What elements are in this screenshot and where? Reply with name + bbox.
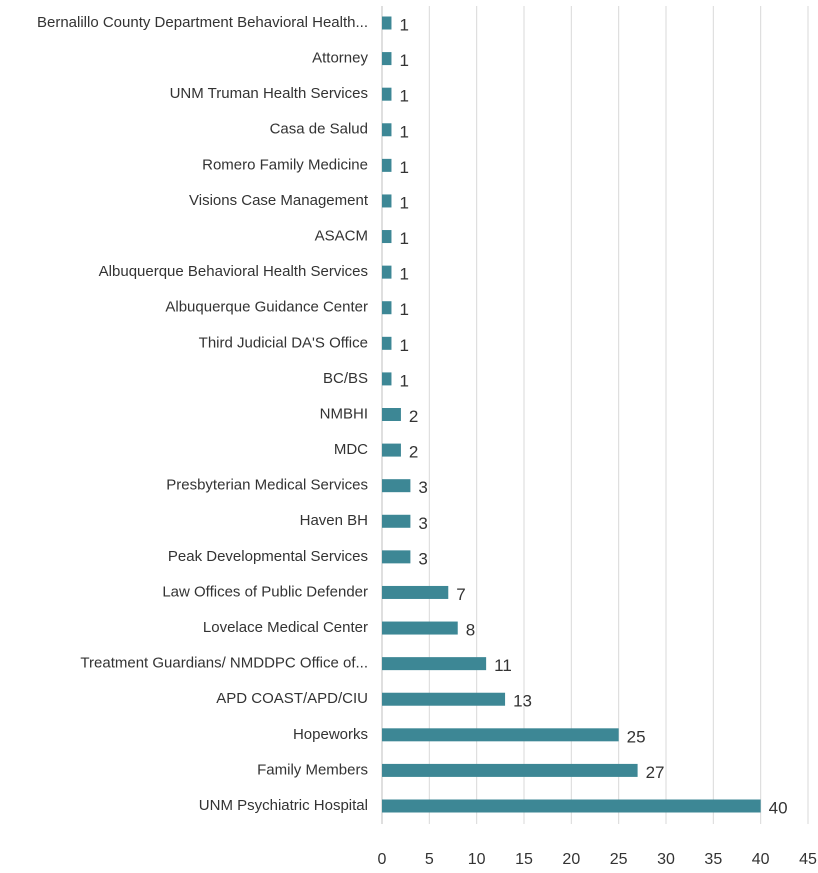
data-label: 1 — [399, 193, 408, 212]
bar — [382, 657, 487, 671]
bar — [382, 763, 638, 777]
bar — [382, 692, 506, 706]
bar — [382, 301, 392, 315]
data-label: 1 — [399, 15, 408, 34]
bar — [382, 550, 411, 564]
data-label: 3 — [418, 514, 427, 533]
y-tick-label: UNM Truman Health Services — [170, 85, 368, 102]
y-tick-label: NMBHI — [320, 405, 368, 422]
data-label: 2 — [409, 443, 418, 462]
data-label: 1 — [399, 300, 408, 319]
x-tick-label: 25 — [610, 851, 628, 868]
y-tick-label: MDC — [334, 441, 368, 458]
data-label: 40 — [769, 798, 788, 817]
x-tick-label: 20 — [562, 851, 580, 868]
bar — [382, 158, 392, 172]
y-tick-label: APD COAST/APD/CIU — [216, 690, 368, 707]
data-label: 8 — [466, 621, 475, 640]
y-tick-label: Bernalillo County Department Behavioral … — [37, 14, 368, 31]
x-tick-label: 45 — [799, 851, 817, 868]
bar — [382, 443, 401, 457]
y-tick-label: Casa de Salud — [270, 121, 368, 138]
data-label: 3 — [418, 549, 427, 568]
y-tick-label: ASACM — [315, 228, 368, 245]
y-tick-label: Peak Developmental Services — [168, 548, 368, 565]
data-label: 1 — [399, 265, 408, 284]
data-label: 1 — [399, 229, 408, 248]
bar — [382, 16, 392, 30]
bar — [382, 408, 401, 421]
bar — [382, 799, 761, 813]
data-label: 13 — [513, 692, 532, 711]
data-label: 1 — [399, 87, 408, 106]
data-label: 11 — [494, 656, 512, 675]
data-label: 1 — [399, 51, 408, 70]
y-tick-label: Presbyterian Medical Services — [166, 477, 368, 494]
x-tick-label: 40 — [752, 851, 770, 868]
x-tick-label: 35 — [704, 851, 722, 868]
x-tick-label: 30 — [657, 851, 675, 868]
bar — [382, 230, 392, 244]
bar — [382, 621, 458, 635]
data-label: 1 — [399, 158, 408, 177]
data-label: 7 — [456, 585, 465, 604]
y-tick-label: Hopeworks — [293, 726, 368, 743]
y-tick-label: Treatment Guardians/ NMDDPC Office of... — [80, 655, 368, 672]
data-label: 3 — [418, 478, 427, 497]
y-tick-label: Family Members — [257, 761, 368, 778]
bar — [382, 336, 392, 350]
y-tick-label: Law Offices of Public Defender — [162, 583, 368, 600]
y-tick-label: Romero Family Medicine — [202, 156, 368, 173]
data-label: 27 — [646, 763, 665, 782]
bar — [382, 87, 392, 101]
y-tick-label: UNM Psychiatric Hospital — [199, 797, 368, 814]
data-label: 1 — [399, 371, 408, 390]
y-tick-label: BC/BS — [323, 370, 368, 387]
x-tick-label: 0 — [378, 851, 387, 868]
y-tick-label: Lovelace Medical Center — [203, 619, 368, 636]
data-label: 2 — [409, 407, 418, 426]
bar — [382, 194, 392, 208]
y-tick-label: Albuquerque Guidance Center — [165, 299, 368, 316]
y-tick-label: Haven BH — [300, 512, 368, 529]
bar — [382, 479, 411, 493]
y-tick-label: Attorney — [312, 50, 368, 67]
bar — [382, 123, 392, 137]
data-label: 25 — [627, 727, 646, 746]
data-label: 1 — [399, 336, 408, 355]
bar — [382, 265, 392, 279]
data-label: 1 — [399, 122, 408, 141]
x-tick-label: 10 — [468, 851, 486, 868]
bar — [382, 728, 619, 742]
y-tick-label: Third Judicial DA'S Office — [199, 334, 368, 351]
bar — [382, 372, 392, 386]
x-tick-label: 5 — [425, 851, 434, 868]
x-tick-label: 15 — [515, 851, 533, 868]
bar — [382, 52, 392, 66]
y-tick-label: Albuquerque Behavioral Health Services — [99, 263, 368, 280]
bar — [382, 585, 449, 599]
bar — [382, 514, 411, 528]
y-tick-label: Visions Case Management — [189, 192, 369, 209]
